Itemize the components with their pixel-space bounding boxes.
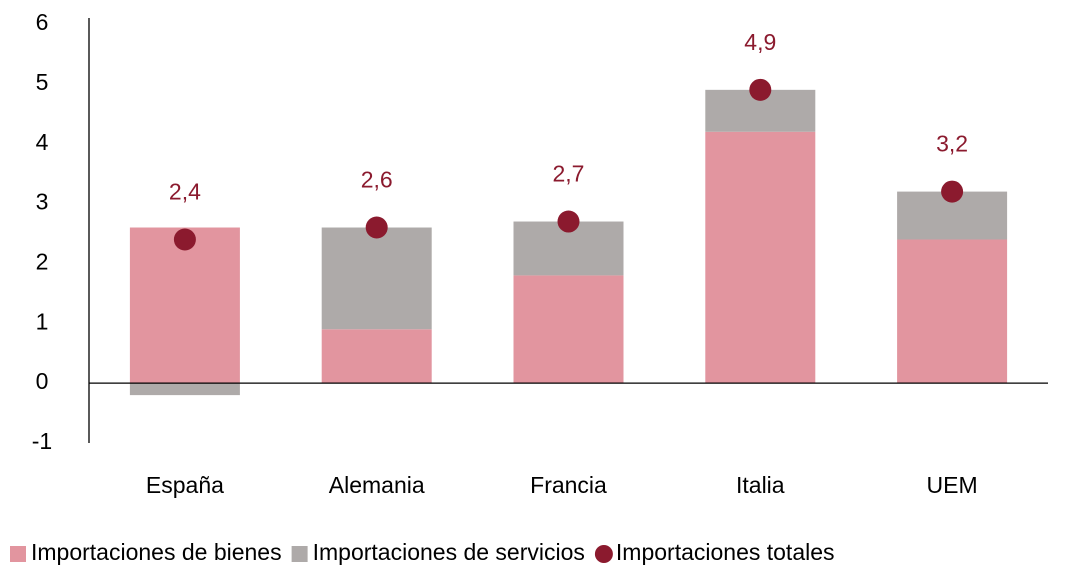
y-tick-label: 6 <box>36 9 49 35</box>
y-tick-label: 5 <box>36 69 49 95</box>
y-tick-label: 4 <box>36 129 49 155</box>
total-dot <box>365 216 388 239</box>
total-dot <box>557 210 580 233</box>
legend-label: Importaciones de bienes <box>31 539 282 565</box>
value-label: 2,7 <box>553 161 585 187</box>
x-tick-label: España <box>146 472 224 498</box>
y-tick-label: 0 <box>36 368 49 394</box>
value-label: 4,9 <box>744 29 776 55</box>
x-tick-label: Alemania <box>329 472 425 498</box>
bar-segment <box>321 329 432 384</box>
bar-segment <box>897 239 1008 384</box>
x-tick-label: Italia <box>736 472 785 498</box>
bar-segment <box>705 131 816 384</box>
legend-label: Importaciones de servicios <box>313 539 585 565</box>
legend-marker <box>10 546 26 562</box>
y-tick-label: 1 <box>36 308 49 334</box>
total-dot <box>173 228 196 251</box>
bar-segment <box>321 227 432 330</box>
y-tick-label: -1 <box>32 428 52 454</box>
x-tick-label: UEM <box>927 472 978 498</box>
bar-segment <box>129 383 240 396</box>
bar-segment <box>513 275 624 384</box>
total-dot <box>749 78 772 101</box>
y-tick-label: 3 <box>36 189 49 215</box>
legend-label: Importaciones totales <box>616 539 835 565</box>
value-label: 3,2 <box>936 131 968 157</box>
value-label: 2,6 <box>361 167 393 193</box>
legend-marker <box>594 545 613 563</box>
total-dot <box>941 180 964 203</box>
x-tick-label: Francia <box>530 472 607 498</box>
y-tick-label: 2 <box>36 249 49 275</box>
legend-marker <box>291 546 308 562</box>
value-label: 2,4 <box>169 179 201 205</box>
bar-segment <box>129 227 240 384</box>
